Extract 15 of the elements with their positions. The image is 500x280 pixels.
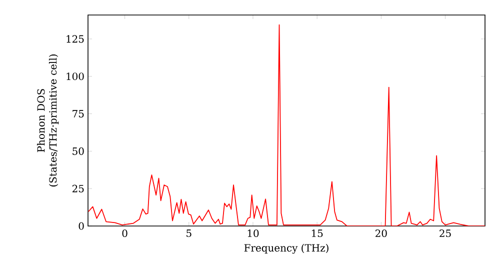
x-tick-label: 0 [122, 230, 128, 238]
y-tick-label: 75 [72, 110, 84, 118]
x-axis-title: Frequency (THz) [244, 244, 328, 254]
x-tick-label: 10 [248, 230, 259, 238]
line-series [88, 24, 486, 226]
y-tick-label: 125 [66, 35, 84, 43]
x-tick-label: 25 [440, 230, 451, 238]
y-tick-label: 0 [78, 222, 84, 230]
y-axis-title: Phonon DOS (States/THz·primitive cell) [37, 54, 59, 186]
x-tick-label: 15 [312, 230, 323, 238]
y-tick-label: 50 [72, 147, 84, 155]
y-tick-label: 25 [72, 184, 84, 192]
x-tick-label: 5 [186, 230, 192, 237]
x-tick-label: 20 [376, 230, 387, 238]
y-tick-label: 100 [66, 72, 84, 80]
